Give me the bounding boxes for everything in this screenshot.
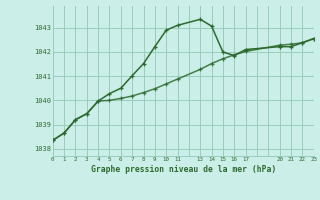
X-axis label: Graphe pression niveau de la mer (hPa): Graphe pression niveau de la mer (hPa): [91, 165, 276, 174]
